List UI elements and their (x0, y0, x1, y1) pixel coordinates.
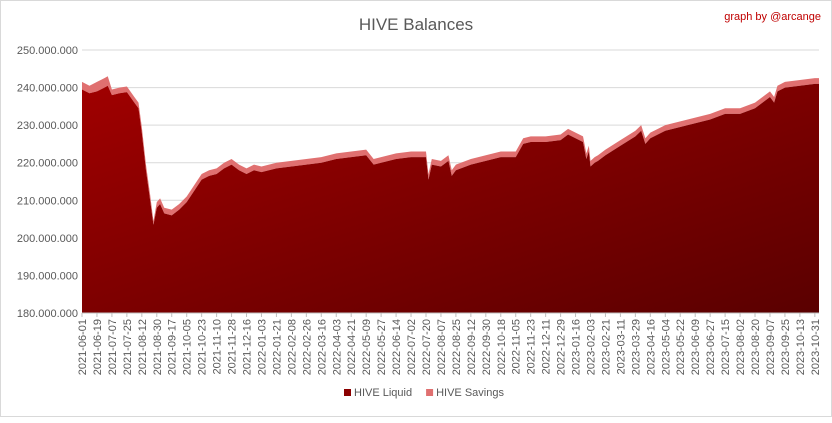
x-tick-label: 2023-10-13 (795, 319, 807, 375)
x-tick-label: 2021-07-25 (122, 319, 134, 375)
x-tick-label: 2021-11-28 (227, 319, 239, 374)
x-tick-label: 2022-12-11 (541, 319, 553, 374)
series-area-hive-liquid (82, 83, 819, 313)
x-tick-label: 2022-01-21 (271, 319, 283, 375)
chart-title: HIVE Balances (359, 15, 473, 34)
x-tick-label: 2023-05-04 (660, 319, 672, 375)
x-tick-label: 2023-05-22 (675, 319, 687, 375)
x-tick-label: 2022-09-30 (481, 319, 493, 375)
y-tick-label: 220.000.000 (17, 158, 78, 170)
y-tick-label: 180.000.000 (17, 308, 78, 320)
x-tick-label: 2023-10-31 (810, 319, 822, 375)
x-tick-label: 2022-07-02 (406, 319, 418, 375)
x-tick-label: 2023-08-02 (735, 319, 747, 375)
x-tick-label: 2022-08-25 (451, 319, 463, 375)
x-tick-label: 2023-07-15 (720, 319, 732, 375)
series-area-hive-savings (82, 76, 819, 225)
y-axis: 180.000.000 190.000.000 200.000.000 210.000… (17, 45, 78, 320)
x-tick-label: 2021-08-12 (137, 319, 149, 375)
x-axis: 2021-06-01 2021-06-19 2021-07-07 2021-07-25… (77, 312, 822, 375)
x-tick-label: 2021-09-17 (167, 319, 179, 375)
x-tick-label: 2021-08-30 (152, 319, 164, 375)
x-tick-label: 2022-12-29 (556, 319, 568, 375)
x-tick-label: 2022-05-09 (361, 319, 373, 375)
x-tick-label: 2022-08-07 (436, 319, 448, 375)
plot-areas (82, 76, 819, 313)
x-tick-label: 2023-02-21 (600, 319, 612, 375)
x-tick-label: 2022-06-14 (391, 319, 403, 375)
x-tick-label: 2022-01-03 (256, 319, 268, 375)
x-tick-label: 2022-09-12 (466, 319, 478, 375)
x-tick-label: 2022-11-23 (526, 319, 538, 374)
x-tick-label: 2021-10-23 (197, 319, 209, 375)
y-tick-label: 190.000.000 (17, 270, 78, 282)
x-tick-label: 2022-11-05 (511, 319, 523, 374)
x-tick-label: 2022-02-26 (301, 319, 313, 375)
x-tick-label: 2023-01-16 (571, 319, 583, 375)
x-tick-label: 2023-04-16 (645, 319, 657, 375)
legend-label: HIVE Savings (436, 387, 504, 399)
x-tick-label: 2023-06-27 (705, 319, 717, 375)
y-tick-label: 240.000.000 (17, 83, 78, 95)
x-tick-label: 2021-11-10 (212, 319, 224, 374)
x-tick-label: 2021-06-19 (92, 319, 104, 375)
y-tick-label: 200.000.000 (17, 233, 78, 245)
x-tick-label: 2023-09-25 (780, 319, 792, 375)
x-tick-label: 2022-03-16 (316, 319, 328, 375)
x-tick-label: 2023-02-03 (586, 319, 598, 375)
x-tick-label: 2023-09-07 (765, 319, 777, 375)
x-tick-label: 2023-06-09 (690, 319, 702, 375)
y-tick-label: 250.000.000 (17, 45, 78, 57)
x-tick-label: 2021-10-05 (182, 319, 194, 375)
y-tick-label: 210.000.000 (17, 195, 78, 207)
x-tick-label: 2021-06-01 (77, 319, 89, 375)
y-tick-label: 230.000.000 (17, 120, 78, 132)
x-tick-label: 2022-04-03 (331, 319, 343, 375)
chart-credit: graph by @arcange (724, 11, 821, 23)
x-tick-label: 2022-07-20 (421, 319, 433, 375)
legend-swatch (344, 389, 351, 396)
legend-swatch (426, 389, 434, 396)
legend-label: HIVE Liquid (354, 387, 412, 399)
x-tick-label: 2022-04-21 (346, 319, 358, 375)
x-tick-label: 2022-10-18 (496, 319, 508, 375)
x-tick-label: 2021-12-16 (242, 319, 254, 375)
x-tick-label: 2023-03-29 (630, 319, 642, 375)
x-tick-label: 2023-03-11 (615, 319, 627, 374)
legend: HIVE Liquid HIVE Savings (344, 387, 504, 399)
x-tick-label: 2022-02-08 (286, 319, 298, 375)
x-tick-label: 2021-07-07 (107, 319, 119, 375)
x-tick-label: 2022-05-27 (376, 319, 388, 375)
x-tick-label: 2023-08-20 (750, 319, 762, 375)
